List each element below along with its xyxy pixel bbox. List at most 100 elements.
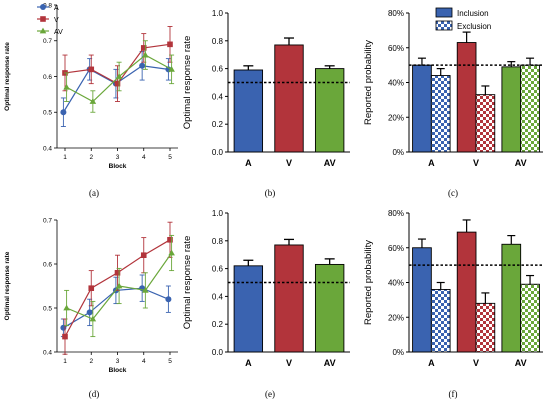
bar-A-b xyxy=(233,69,264,153)
y-tick-label-e: 0.6 xyxy=(212,265,224,274)
bar-inclusion-V-c xyxy=(456,42,477,153)
bar-AV-e xyxy=(314,263,345,353)
data-point-AV-d xyxy=(115,282,123,289)
y-tick-label-b: 0.4 xyxy=(212,92,224,101)
x-tick-label-d: 2 xyxy=(89,358,93,365)
bar-AV-b xyxy=(314,68,345,153)
legend-swatch-exclusion xyxy=(435,20,453,31)
y-tick-label-c: 80% xyxy=(388,9,404,18)
data-point-A-d xyxy=(165,296,172,303)
y-tick-label-c: 60% xyxy=(388,44,404,53)
x-tick-label-c: AV xyxy=(515,158,527,168)
y-tick-label-f: 0% xyxy=(392,348,404,357)
data-point-AV-d xyxy=(168,249,175,256)
data-point-AV-a xyxy=(115,73,123,79)
x-tick-label-b: AV xyxy=(324,158,336,168)
data-point-AV-a xyxy=(168,65,175,72)
x-tick-label-d: 4 xyxy=(142,358,146,365)
x-tick-label-f: V xyxy=(473,358,479,368)
data-point-AV-d xyxy=(89,315,97,322)
x-tick-label-a: 2 xyxy=(89,154,93,161)
x-tick-label-d: 3 xyxy=(116,358,120,365)
y-axis-title-b: Optimal response rate xyxy=(182,36,193,129)
data-point-V-a xyxy=(167,41,173,48)
y-tick-label-b: 0.6 xyxy=(212,65,224,74)
data-point-V-a xyxy=(114,80,121,87)
legend-marker-AV xyxy=(39,27,47,34)
y-tick-label-b: 1.0 xyxy=(212,9,224,18)
data-point-AV-a xyxy=(89,98,97,104)
bar-inclusion-AV-c xyxy=(501,66,522,153)
y-tick-label-e: 0.0 xyxy=(212,348,224,357)
data-point-V-d xyxy=(167,237,173,243)
y-tick-label-a: 0.4 xyxy=(43,145,52,152)
y-tick-label-c: 0% xyxy=(392,148,404,157)
data-point-AV-d xyxy=(142,287,149,293)
bar-inclusion-V-f xyxy=(456,231,477,353)
y-tick-label-f: 40% xyxy=(388,279,404,288)
bar-V-e xyxy=(274,244,304,353)
x-tick-label-a: 1 xyxy=(63,154,67,161)
panel-label-b: (b) xyxy=(265,188,276,198)
bar-inclusion-A-f xyxy=(412,247,432,353)
y-tick-label-e: 0.4 xyxy=(212,292,224,301)
x-tick-label-a: 4 xyxy=(142,154,146,161)
y-tick-label-a: 0.8 xyxy=(43,2,52,9)
y-axis-title-f: Reported probability xyxy=(363,240,374,325)
y-tick-label-a: 0.7 xyxy=(43,38,52,45)
data-point-A-a xyxy=(60,109,67,116)
legend-marker-A xyxy=(40,4,46,10)
y-axis-title-d: Optimal response rate xyxy=(4,251,11,320)
data-point-A-a xyxy=(139,62,146,69)
x-tick-label-f: A xyxy=(428,358,435,368)
y-axis-title-a: Optimal response rate xyxy=(4,42,11,111)
y-tick-label-d: 0.5 xyxy=(43,305,52,312)
panel-label-d: (d) xyxy=(89,389,100,399)
legend-label-exclusion: Exclusion xyxy=(457,22,491,31)
y-tick-label-d: 0.6 xyxy=(43,261,52,268)
panel-label-f: (f) xyxy=(449,389,458,399)
x-tick-label-b: V xyxy=(286,158,292,168)
x-tick-label-c: A xyxy=(428,158,435,168)
data-point-AV-d xyxy=(63,304,70,311)
y-tick-label-c: 40% xyxy=(388,79,404,88)
y-tick-label-e: 0.2 xyxy=(212,320,224,329)
y-tick-label-f: 80% xyxy=(388,209,404,218)
x-axis-title-d: Block xyxy=(109,367,127,374)
y-tick-label-f: 60% xyxy=(388,244,404,253)
x-tick-label-e: V xyxy=(286,358,292,368)
y-tick-label-b: 0.0 xyxy=(212,148,224,157)
x-tick-label-e: AV xyxy=(324,358,336,368)
data-point-V-a xyxy=(88,66,95,73)
bar-inclusion-A-c xyxy=(412,64,432,153)
data-point-A-d xyxy=(86,309,93,316)
bar-exclusion-A-f xyxy=(430,289,451,353)
x-tick-label-e: A xyxy=(245,358,252,368)
panel-label-c: (c) xyxy=(448,188,458,198)
y-tick-label-a: 0.6 xyxy=(43,74,52,81)
panel-label-e: (e) xyxy=(265,389,275,399)
data-point-V-d xyxy=(114,270,121,276)
bar-exclusion-AV-c xyxy=(520,64,540,153)
legend-marker-V xyxy=(40,16,46,22)
x-tick-label-f: AV xyxy=(515,358,527,368)
x-tick-label-b: A xyxy=(245,158,252,168)
bar-exclusion-AV-f xyxy=(520,283,540,353)
y-tick-label-e: 0.8 xyxy=(212,237,224,246)
x-tick-label-c: V xyxy=(473,158,479,168)
x-tick-label-d: 5 xyxy=(168,358,172,365)
x-tick-label-d: 1 xyxy=(63,358,67,365)
y-axis-title-e: Optimal response rate xyxy=(182,236,193,329)
bar-A-e xyxy=(233,265,264,353)
y-tick-label-e: 1.0 xyxy=(212,209,224,218)
legend-label-AV: AV xyxy=(54,29,63,36)
bar-exclusion-A-c xyxy=(430,75,451,153)
y-tick-label-a: 0.5 xyxy=(43,110,52,117)
bar-exclusion-V-c xyxy=(475,94,496,153)
data-point-V-d xyxy=(88,285,95,291)
legend-swatch-inclusion xyxy=(435,7,453,18)
legend-label-V: V xyxy=(54,17,59,24)
panel-label-a: (a) xyxy=(89,188,99,198)
